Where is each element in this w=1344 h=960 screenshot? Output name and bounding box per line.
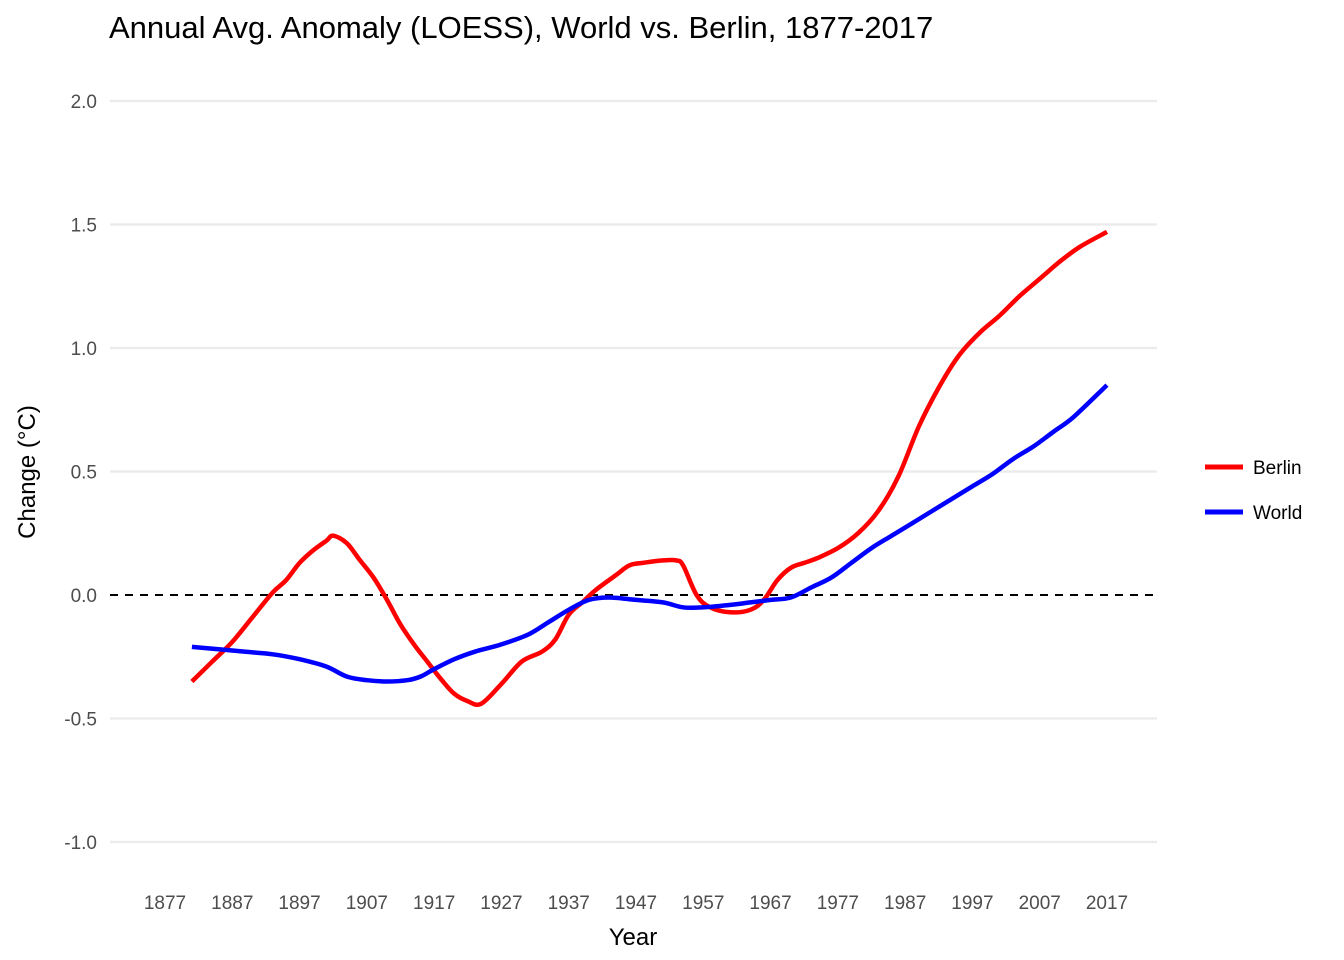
y-axis-ticks: 2.0 1.5 1.0 0.5 0.0 -0.5 -1.0 bbox=[64, 92, 97, 854]
x-tick-label: 1987 bbox=[884, 893, 926, 914]
x-axis-title: Year bbox=[609, 924, 658, 951]
x-tick-label: 1967 bbox=[749, 893, 791, 914]
x-tick-label: 1887 bbox=[211, 893, 253, 914]
series-line-world bbox=[191, 383, 1109, 684]
x-tick-label: 1917 bbox=[413, 893, 455, 914]
x-tick-label: 1947 bbox=[615, 893, 657, 914]
x-tick-label: 1977 bbox=[817, 893, 859, 914]
x-tick-label: 1957 bbox=[682, 893, 724, 914]
legend-label-berlin: Berlin bbox=[1253, 458, 1302, 479]
series-line-berlin bbox=[190, 229, 1109, 708]
y-tick-label: 1.5 bbox=[71, 216, 97, 237]
x-tick-label: 1927 bbox=[480, 893, 522, 914]
y-tick-label: 0.5 bbox=[71, 463, 97, 484]
x-tick-label: 1937 bbox=[548, 893, 590, 914]
y-tick-label: 1.0 bbox=[71, 339, 97, 360]
chart-title: Annual Avg. Anomaly (LOESS), World vs. B… bbox=[109, 10, 933, 45]
x-tick-label: 1897 bbox=[278, 893, 320, 914]
legend: Berlin World bbox=[1205, 458, 1302, 524]
x-tick-label: 1907 bbox=[346, 893, 388, 914]
y-axis-title: Change (°C) bbox=[14, 405, 41, 539]
gridlines bbox=[110, 99, 1157, 844]
y-tick-label: 0.0 bbox=[71, 586, 97, 607]
x-tick-label: 2007 bbox=[1019, 893, 1061, 914]
series-lines bbox=[190, 229, 1109, 708]
y-tick-label: -1.0 bbox=[64, 833, 97, 854]
x-tick-label: 1997 bbox=[951, 893, 993, 914]
y-tick-label: 2.0 bbox=[71, 92, 97, 113]
x-tick-label: 2017 bbox=[1086, 893, 1128, 914]
y-tick-label: -0.5 bbox=[64, 710, 97, 731]
legend-label-world: World bbox=[1253, 503, 1302, 524]
x-tick-label: 1877 bbox=[144, 893, 186, 914]
x-axis-ticks: 1877 1887 1897 1907 1917 1927 1937 1947 1957 1967… bbox=[144, 893, 1128, 914]
